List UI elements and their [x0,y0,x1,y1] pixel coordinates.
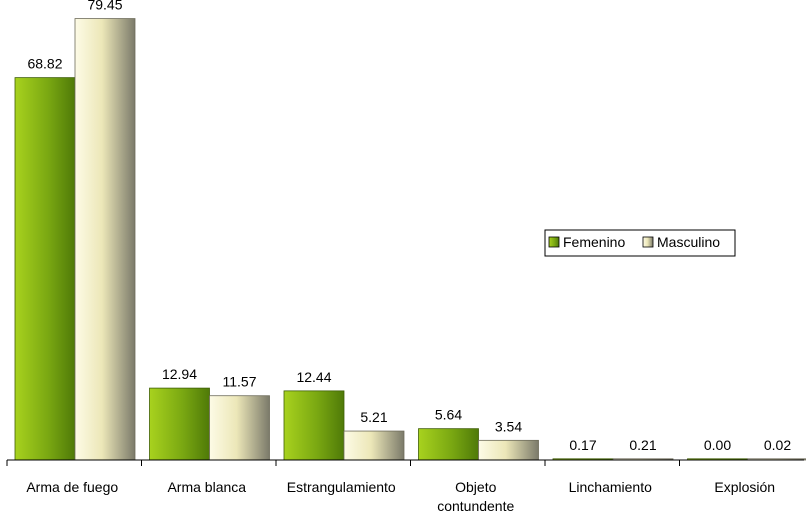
data-label-masculino-2: 5.21 [360,409,387,425]
category-label-5: Explosión [714,479,775,495]
data-label-masculino-3: 3.54 [495,418,522,434]
bar-masculino-0 [74,18,136,461]
data-label-femenino-2: 12.44 [296,369,331,385]
bar-masculino-2 [343,430,405,461]
bar-femenino-3 [418,428,479,461]
legend-label-masculino: Masculino [657,234,720,250]
data-label-femenino-1: 12.94 [162,366,197,382]
plot-area: 68.82 79.45 12.94 11.57 12.44 5.21 5.64 3.54 0.1… [6,0,806,514]
category-label-3-0: Objeto [455,479,496,495]
category-label-4: Linchamiento [569,479,652,495]
category-label-0: Arma de fuego [26,479,118,495]
bar-femenino-0 [14,77,76,461]
legend: Femenino Masculino [544,229,736,257]
data-label-masculino-0: 79.45 [87,0,122,13]
data-label-masculino-4: 0.21 [629,437,656,453]
bar-masculino-3 [478,439,539,461]
data-label-femenino-3: 5.64 [435,407,462,423]
data-label-femenino-0: 68.82 [27,56,62,72]
bar-femenino-2 [283,390,345,461]
category-label-1: Arma blanca [167,479,246,495]
category-label-3-1: contundente [437,498,514,514]
legend-swatch-masculino [642,236,654,248]
data-label-femenino-5: 0.00 [704,437,731,453]
category-label-2: Estrangulamiento [287,479,396,495]
legend-swatch-femenino [548,236,560,248]
data-label-masculino-5: 0.02 [764,437,791,453]
bar-femenino-1 [149,387,210,461]
bar-masculino-1 [209,395,270,461]
data-label-femenino-4: 0.17 [569,437,596,453]
legend-box [544,229,736,257]
legend-label-femenino: Femenino [563,234,625,250]
data-label-masculino-1: 11.57 [223,374,257,390]
